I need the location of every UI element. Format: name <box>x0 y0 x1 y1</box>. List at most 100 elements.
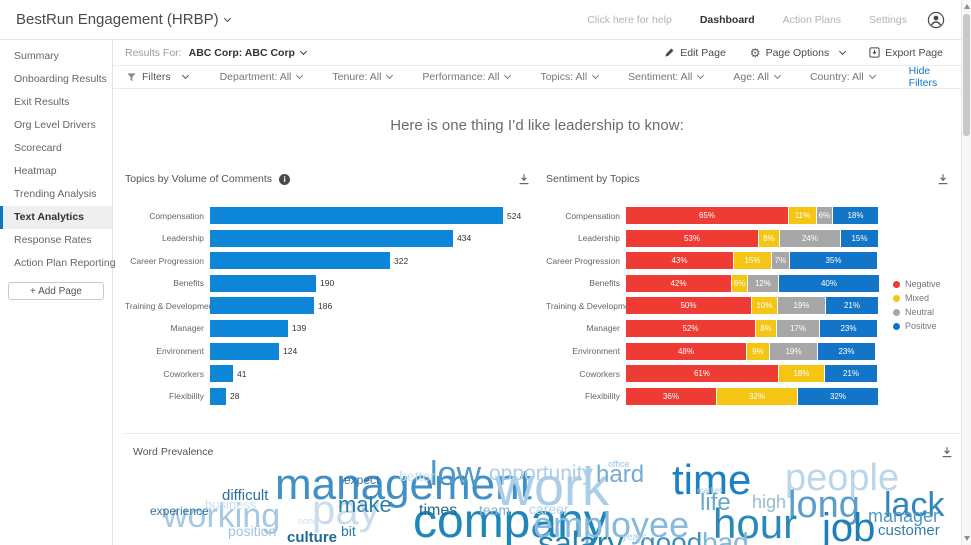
cloud-word-long[interactable]: long <box>788 484 860 526</box>
segment-positive[interactable]: 18% <box>833 207 878 224</box>
filter-performance[interactable]: Performance: All <box>422 71 512 83</box>
page-options-button[interactable]: ⚙ Page Options <box>750 47 847 59</box>
bar[interactable] <box>210 387 226 405</box>
cloud-word-career[interactable]: career <box>529 501 569 517</box>
hide-filters-link[interactable]: Hide Filters <box>908 65 938 89</box>
cloud-word-bit[interactable]: bit <box>341 523 356 539</box>
segment-negative[interactable]: 48% <box>626 342 746 360</box>
bar[interactable] <box>210 319 288 337</box>
segment-mixed[interactable]: 8% <box>759 229 779 247</box>
segment-mixed[interactable]: 32% <box>717 387 797 405</box>
bar[interactable] <box>210 342 279 360</box>
cloud-word-years[interactable]: years <box>622 532 647 543</box>
segment-mixed[interactable]: 18% <box>779 365 824 383</box>
segment-neutral[interactable]: 7% <box>772 252 789 270</box>
filters-dropdown[interactable]: Filters <box>127 71 189 83</box>
segment-mixed[interactable]: 6% <box>732 274 747 292</box>
results-scope-dropdown[interactable]: ABC Corp: ABC Corp <box>189 47 308 59</box>
filter-tenure[interactable]: Tenure: All <box>332 71 394 83</box>
filter-topics[interactable]: Topics: All <box>540 71 600 83</box>
bar[interactable] <box>210 252 390 270</box>
cloud-word-working[interactable]: working <box>163 497 281 535</box>
add-page-button[interactable]: + Add Page <box>8 282 104 300</box>
segment-negative[interactable]: 36% <box>626 387 716 405</box>
sidebar-item-exit-results[interactable]: Exit Results <box>14 96 70 108</box>
cloud-word-times[interactable]: times <box>419 502 458 519</box>
cloud-word-good[interactable]: good <box>640 527 703 545</box>
segment-mixed[interactable]: 11% <box>789 207 816 224</box>
export-page-button[interactable]: Export Page <box>869 47 943 59</box>
cloud-word-hour[interactable]: hour <box>713 500 798 545</box>
segment-neutral[interactable]: 19% <box>770 342 817 360</box>
sidebar-item-scorecard[interactable]: Scorecard <box>14 142 62 154</box>
sidebar-item-text-analytics[interactable]: Text Analytics <box>0 206 112 229</box>
cloud-word-company[interactable]: company <box>413 495 608 545</box>
sidebar-item-heatmap[interactable]: Heatmap <box>14 165 57 177</box>
cloud-word-difficult[interactable]: difficult <box>222 487 269 504</box>
segment-negative[interactable]: 42% <box>626 274 731 292</box>
filter-age[interactable]: Age: All <box>733 71 782 83</box>
segment-neutral[interactable]: 6% <box>817 207 832 224</box>
cloud-word-customer[interactable]: customer <box>878 522 940 539</box>
user-avatar[interactable] <box>927 11 945 29</box>
cloud-word-time[interactable]: time <box>672 456 752 503</box>
cloud-word-pay[interactable]: pay <box>312 486 380 533</box>
cloud-word-none[interactable]: none <box>298 516 319 526</box>
cloud-word-business[interactable]: business <box>205 497 257 512</box>
cloud-word-culture[interactable]: culture <box>287 529 338 545</box>
cloud-word-employee[interactable]: employee <box>533 504 690 545</box>
cloud-word-office[interactable]: office <box>608 459 630 469</box>
segment-negative[interactable]: 52% <box>626 319 755 337</box>
download-chart-button[interactable] <box>518 173 530 185</box>
cloud-word-team[interactable]: team <box>479 502 511 518</box>
segment-positive[interactable]: 23% <box>818 342 875 360</box>
sidebar-item-action-plan-reporting[interactable]: Action Plan Reporting <box>14 257 116 269</box>
scroll-up-icon[interactable] <box>964 4 970 9</box>
filter-department[interactable]: Department: All <box>220 71 304 83</box>
filter-sentiment[interactable]: Sentiment: All <box>628 71 705 83</box>
segment-neutral[interactable]: 17% <box>777 319 819 337</box>
cloud-word-hard[interactable]: hard <box>596 461 645 488</box>
cloud-word-life[interactable]: life <box>700 489 731 516</box>
cloud-word-people[interactable]: people <box>785 457 900 499</box>
sidebar-item-summary[interactable]: Summary <box>14 50 59 62</box>
scroll-down-icon[interactable] <box>964 536 970 541</box>
cloud-word-position[interactable]: position <box>228 523 277 539</box>
cloud-word-experience[interactable]: experience <box>150 504 209 518</box>
cloud-word-work[interactable]: work <box>495 457 610 517</box>
segment-mixed[interactable]: 9% <box>747 342 769 360</box>
segment-positive[interactable]: 40% <box>779 274 879 292</box>
nav-dashboard[interactable]: Dashboard <box>699 13 755 26</box>
filter-country[interactable]: Country: All <box>810 71 876 83</box>
segment-mixed[interactable]: 8% <box>756 319 776 337</box>
segment-neutral[interactable]: 19% <box>778 297 825 315</box>
segment-positive[interactable]: 35% <box>790 252 877 270</box>
bar[interactable] <box>210 365 233 383</box>
sidebar-item-onboarding-results[interactable]: Onboarding Results <box>14 73 107 85</box>
cloud-word-better[interactable]: better <box>399 468 435 484</box>
vertical-scrollbar[interactable] <box>961 0 971 545</box>
bar[interactable] <box>210 297 314 315</box>
sidebar-item-org-level-drivers[interactable]: Org Level Drivers <box>14 119 96 131</box>
cloud-word-bad[interactable]: bad <box>702 527 749 545</box>
nav-action-plans[interactable]: Action Plans <box>782 13 842 26</box>
sidebar-item-trending-analysis[interactable]: Trending Analysis <box>14 188 97 200</box>
segment-positive[interactable]: 15% <box>841 229 878 247</box>
segment-positive[interactable]: 23% <box>820 319 877 337</box>
segment-neutral[interactable]: 12% <box>748 274 778 292</box>
edit-page-button[interactable]: Edit Page <box>664 47 726 59</box>
cloud-word-salary[interactable]: salary <box>538 525 624 545</box>
cloud-word-job[interactable]: job <box>822 506 876 545</box>
bar[interactable] <box>210 207 503 224</box>
bar[interactable] <box>210 274 316 292</box>
cloud-word-high[interactable]: high <box>752 492 787 512</box>
cloud-word-make[interactable]: make <box>338 492 392 517</box>
scrollbar-thumb[interactable] <box>963 14 970 136</box>
segment-neutral[interactable]: 24% <box>780 229 840 247</box>
segment-mixed[interactable]: 15% <box>734 252 771 270</box>
segment-positive[interactable]: 21% <box>825 365 877 383</box>
segment-negative[interactable]: 53% <box>626 229 758 247</box>
cloud-word-opportunity[interactable]: opportunity <box>489 462 593 485</box>
segment-mixed[interactable]: 10% <box>752 297 777 315</box>
nav-settings[interactable]: Settings <box>869 13 907 26</box>
